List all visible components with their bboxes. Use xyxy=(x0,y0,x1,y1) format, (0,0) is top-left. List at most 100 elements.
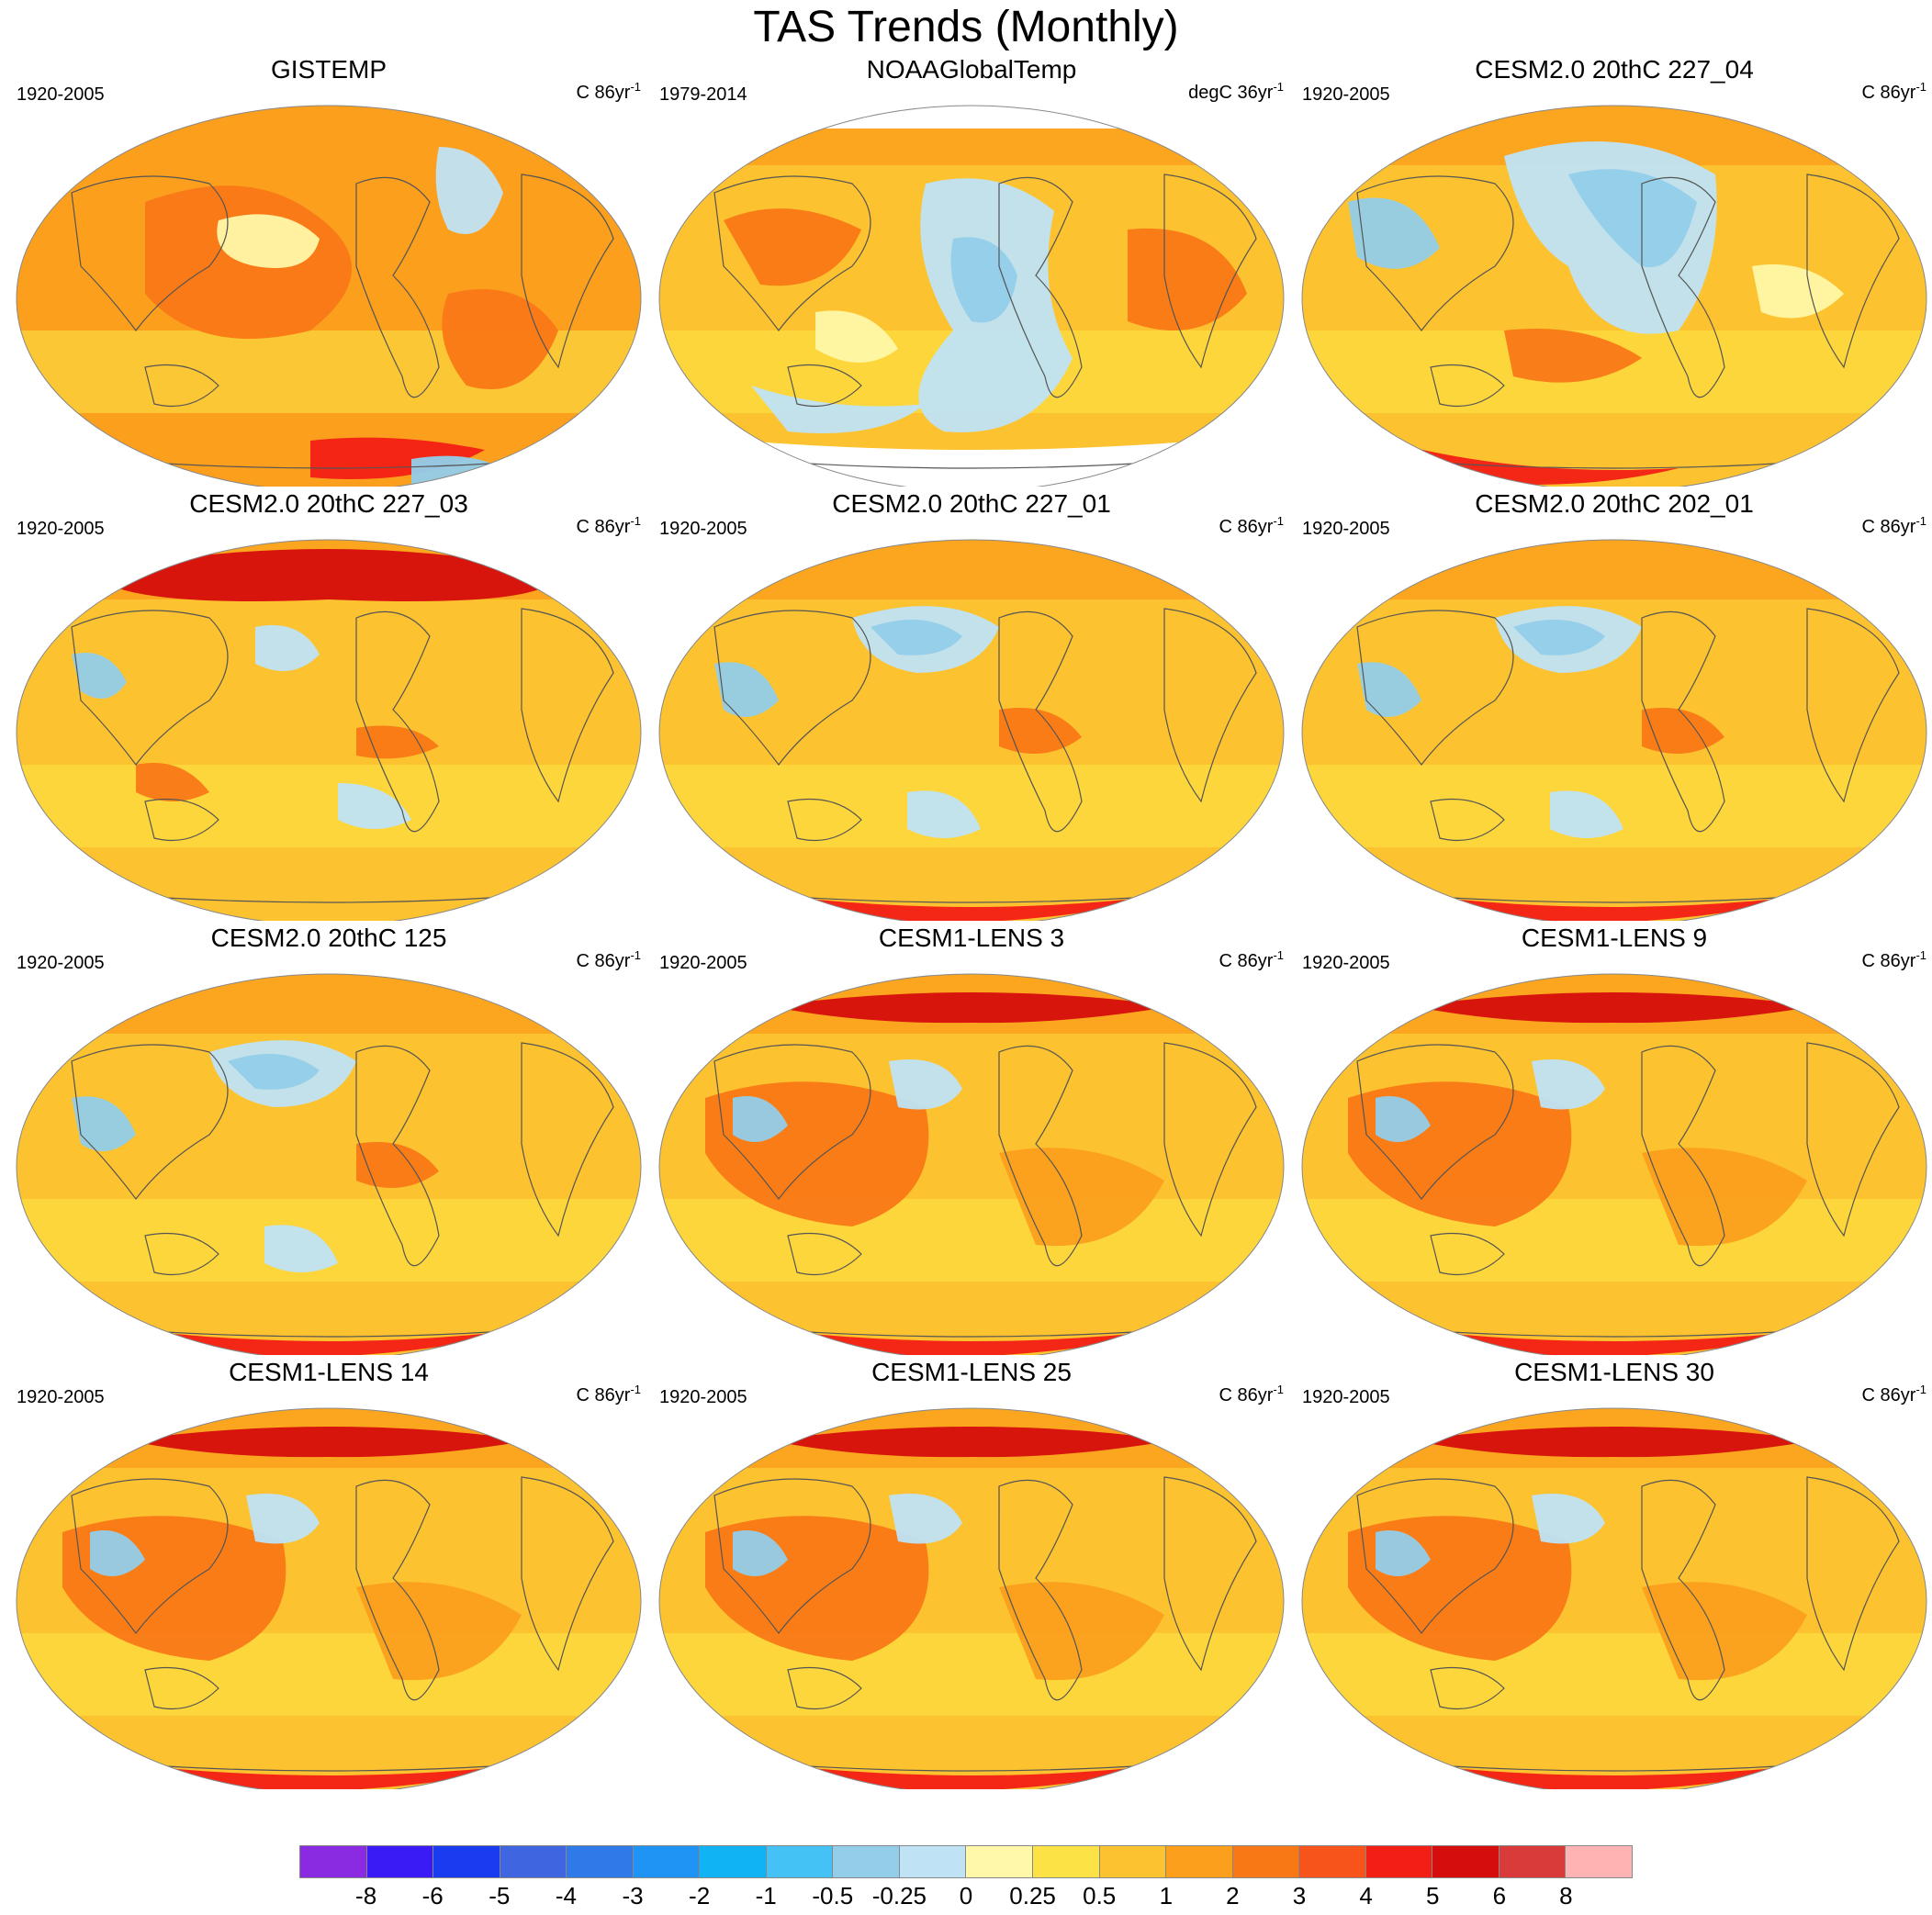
colorbar-box xyxy=(1099,1846,1167,1877)
map-band xyxy=(659,540,1284,599)
colorbar-tick-label: -2 xyxy=(689,1882,711,1909)
colorbar-box xyxy=(1499,1846,1567,1877)
map-panel: CESM1-LENS 9 1920-2005 C 86yr-1 xyxy=(1293,924,1932,1355)
trend-region xyxy=(714,662,779,717)
colorbar-tick-label: -8 xyxy=(355,1882,377,1909)
coastline xyxy=(71,1478,229,1634)
trend-region xyxy=(1532,1494,1605,1544)
map-band xyxy=(1302,1199,1926,1282)
map-panel: NOAAGlobalTemp 1979-2014 degC 36yr-1 xyxy=(650,55,1293,487)
trend-region xyxy=(1568,169,1697,268)
coastline xyxy=(1430,1233,1505,1276)
trend-region xyxy=(1128,228,1247,330)
colorbar-tick-label: 3 xyxy=(1292,1882,1307,1909)
units-label: C 86yr-1 xyxy=(1219,1383,1284,1406)
robinson-map xyxy=(1301,539,1927,921)
map-band xyxy=(17,106,641,165)
colorbar-tick-label: 1 xyxy=(1159,1882,1174,1909)
units-base: C 86yr xyxy=(1219,517,1274,537)
units-exponent: -1 xyxy=(1915,80,1926,94)
map-border xyxy=(1301,973,1927,1355)
map-band xyxy=(1302,1633,1926,1716)
coastline xyxy=(998,1045,1083,1267)
units-base: C 86yr xyxy=(576,1385,631,1405)
trend-region xyxy=(733,1530,788,1576)
trend-region xyxy=(907,790,981,838)
robinson-map xyxy=(1301,973,1927,1355)
coastline xyxy=(998,1479,1083,1701)
coastline xyxy=(1430,364,1505,408)
map-border xyxy=(1301,1407,1927,1789)
period-label: 1920-2005 xyxy=(17,953,105,973)
trend-region xyxy=(815,310,898,363)
trend-region xyxy=(310,437,485,479)
coastline xyxy=(787,364,862,408)
colorbar-tick-label: 0 xyxy=(959,1882,973,1909)
map-band xyxy=(17,1199,641,1282)
robinson-map xyxy=(658,539,1285,921)
coastline xyxy=(355,176,440,398)
trend-region xyxy=(733,1096,788,1142)
map-panel: CESM2.0 20thC 227_04 1920-2005 C 86yr-1 xyxy=(1293,55,1932,487)
trend-region xyxy=(228,1054,320,1090)
robinson-map xyxy=(1301,1407,1927,1789)
period-label: 1920-2005 xyxy=(1302,1387,1390,1407)
trend-region xyxy=(72,653,127,699)
map-background xyxy=(17,540,641,921)
coastline xyxy=(355,1479,440,1701)
colorbar-box xyxy=(966,1846,1034,1877)
trend-region xyxy=(1752,264,1844,319)
colorbar-tick-label: 2 xyxy=(1226,1882,1240,1909)
map-panel: CESM1-LENS 14 1920-2005 C 86yr-1 xyxy=(7,1358,650,1789)
units-exponent: -1 xyxy=(630,948,641,962)
colorbar-box xyxy=(766,1846,834,1877)
coastline xyxy=(521,608,614,803)
coastline xyxy=(1806,608,1900,803)
units-exponent: -1 xyxy=(630,514,641,528)
colorbar-tick-label: -0.5 xyxy=(812,1882,854,1909)
trend-region xyxy=(1504,329,1642,383)
panel-title: CESM2.0 20thC 202_01 xyxy=(1475,489,1754,518)
coastline xyxy=(355,610,440,833)
period-label: 1920-2005 xyxy=(659,519,747,539)
coastline xyxy=(1806,1476,1900,1672)
trend-region xyxy=(356,1582,522,1681)
trend-region xyxy=(889,1059,962,1110)
panel-title: CESM2.0 20thC 227_03 xyxy=(189,489,468,518)
trend-region xyxy=(999,1148,1164,1247)
colorbar-box xyxy=(1232,1846,1300,1877)
coastline xyxy=(787,1233,862,1276)
period-label: 1979-2014 xyxy=(659,84,747,105)
colorbar-box xyxy=(833,1846,900,1877)
map-band xyxy=(17,330,641,413)
units-exponent: -1 xyxy=(1273,80,1284,94)
colorbar-box xyxy=(1299,1846,1366,1877)
units-exponent: -1 xyxy=(1273,1383,1284,1396)
period-label: 1920-2005 xyxy=(659,953,747,973)
map-band xyxy=(1302,765,1926,847)
map-band xyxy=(17,974,641,1034)
robinson-map xyxy=(16,973,642,1355)
colorbar-labels: -8 -6 -5 -4 -3 -2 -1 -0.5 -0.25 0 0.25 0.5 1 2 3 4 5 6 8 xyxy=(299,1882,1633,1915)
map-panel: CESM2.0 20thC 227_03 1920-2005 C 86yr-1 xyxy=(7,489,650,921)
period-label: 1920-2005 xyxy=(659,1387,747,1407)
robinson-map xyxy=(16,105,642,487)
map-band xyxy=(17,765,641,847)
trend-region xyxy=(1376,1530,1431,1576)
units-label: C 86yr-1 xyxy=(1862,948,1926,972)
coastline xyxy=(1163,174,1257,369)
map-panel: CESM1-LENS 30 1920-2005 C 86yr-1 xyxy=(1293,1358,1932,1789)
map-band xyxy=(659,1633,1284,1716)
units-label: degC 36yr-1 xyxy=(1188,80,1284,104)
map-border xyxy=(16,1407,642,1789)
coastline xyxy=(355,1045,440,1267)
period-label: 1920-2005 xyxy=(17,84,105,105)
units-exponent: -1 xyxy=(630,1383,641,1396)
units-label: C 86yr-1 xyxy=(577,948,641,972)
robinson-map xyxy=(658,105,1285,487)
trend-region xyxy=(72,1096,136,1151)
trend-region xyxy=(90,1530,145,1576)
coastline xyxy=(1806,1042,1900,1237)
trend-region xyxy=(871,620,962,655)
trend-region xyxy=(1412,992,1816,1024)
